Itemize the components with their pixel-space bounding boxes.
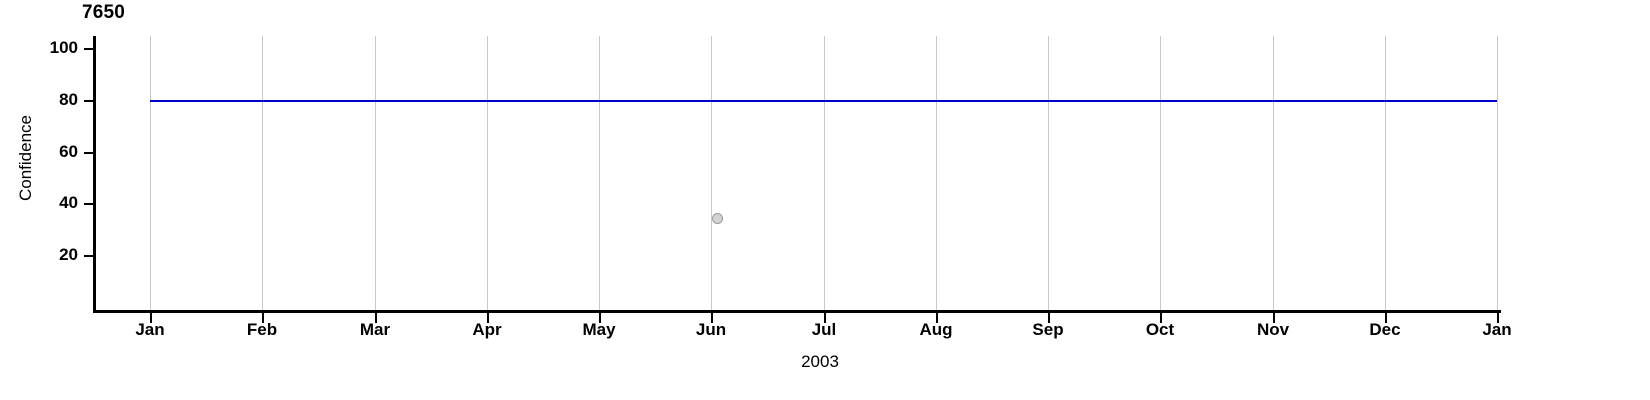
gridline-vertical [824, 36, 825, 310]
x-axis-tick [487, 313, 489, 323]
x-axis-tick [375, 313, 377, 323]
series-data-point[interactable] [712, 213, 723, 224]
y-axis-tick [84, 255, 94, 257]
series-line-threshold [150, 99, 1497, 102]
y-axis-tick [84, 99, 94, 102]
x-axis-tick-label: Jan [135, 320, 165, 339]
gridline-vertical [262, 36, 263, 310]
y-axis-tick-label: 20 [59, 245, 78, 264]
x-axis-tick [1385, 313, 1387, 323]
x-axis-tick [1160, 313, 1162, 323]
x-axis-tick [824, 313, 826, 323]
gridline-vertical [1497, 36, 1498, 310]
x-axis-tick [599, 313, 601, 323]
y-axis-title: Confidence [16, 115, 35, 202]
gridline-vertical [375, 36, 376, 310]
y-axis-tick-label-wrap: 40 [0, 194, 78, 212]
x-axis-tick-label: Nov [1256, 320, 1290, 339]
y-axis-tick-label-wrap: 80 [0, 91, 78, 109]
x-axis-tick-label: May [582, 320, 616, 339]
x-axis-title-text: 2003 [801, 352, 839, 371]
x-axis-tick [1273, 313, 1275, 323]
x-axis-tick-label: Dec [1369, 320, 1401, 339]
x-axis-tick [711, 313, 713, 323]
gridline-vertical [1385, 36, 1386, 310]
x-axis-tick [936, 313, 938, 323]
y-axis-tick-label-wrap: 20 [0, 246, 78, 264]
gridline-vertical [1048, 36, 1049, 310]
gridline-vertical [1160, 36, 1161, 310]
y-axis-line [93, 36, 96, 312]
gridline-vertical [150, 36, 151, 310]
gridline-vertical [599, 36, 600, 310]
gridline-vertical [936, 36, 937, 310]
x-axis-tick [1048, 313, 1050, 323]
y-axis-tick-label: 80 [59, 89, 78, 109]
y-axis-tick-label: 100 [49, 38, 78, 57]
x-axis-line [93, 310, 1501, 313]
x-axis-tick-label: Sep [1032, 320, 1064, 339]
x-axis-tick-label: Aug [919, 320, 953, 339]
x-axis-tick-label: Mar [359, 320, 391, 339]
x-axis-title: 2003 [0, 352, 1650, 372]
y-axis-tick-label-wrap: 60 [0, 143, 78, 161]
y-axis-tick-label: 60 [59, 141, 78, 161]
x-axis-tick [262, 313, 264, 323]
y-axis-tick [84, 203, 94, 206]
x-axis-tick-label: Jun [695, 320, 727, 339]
gridline-vertical [487, 36, 488, 310]
y-axis-tick [84, 48, 94, 50]
y-axis-tick-label-wrap: 100 [0, 39, 78, 57]
x-axis-tick-label: Apr [472, 320, 502, 339]
x-axis-tick [150, 313, 152, 323]
y-axis-tick-label: 40 [59, 193, 78, 213]
gridline-vertical [1273, 36, 1274, 310]
x-axis-tick-label: Oct [1145, 320, 1175, 339]
x-axis-tick-label: Jan [1482, 320, 1512, 339]
y-axis-tick [84, 151, 94, 154]
x-axis-tick [1497, 313, 1499, 323]
chart-title: 7650 [82, 2, 126, 23]
x-axis-tick-label: Feb [246, 320, 278, 339]
x-axis-tick-label: Jul [811, 320, 837, 339]
gridline-vertical [711, 36, 712, 310]
